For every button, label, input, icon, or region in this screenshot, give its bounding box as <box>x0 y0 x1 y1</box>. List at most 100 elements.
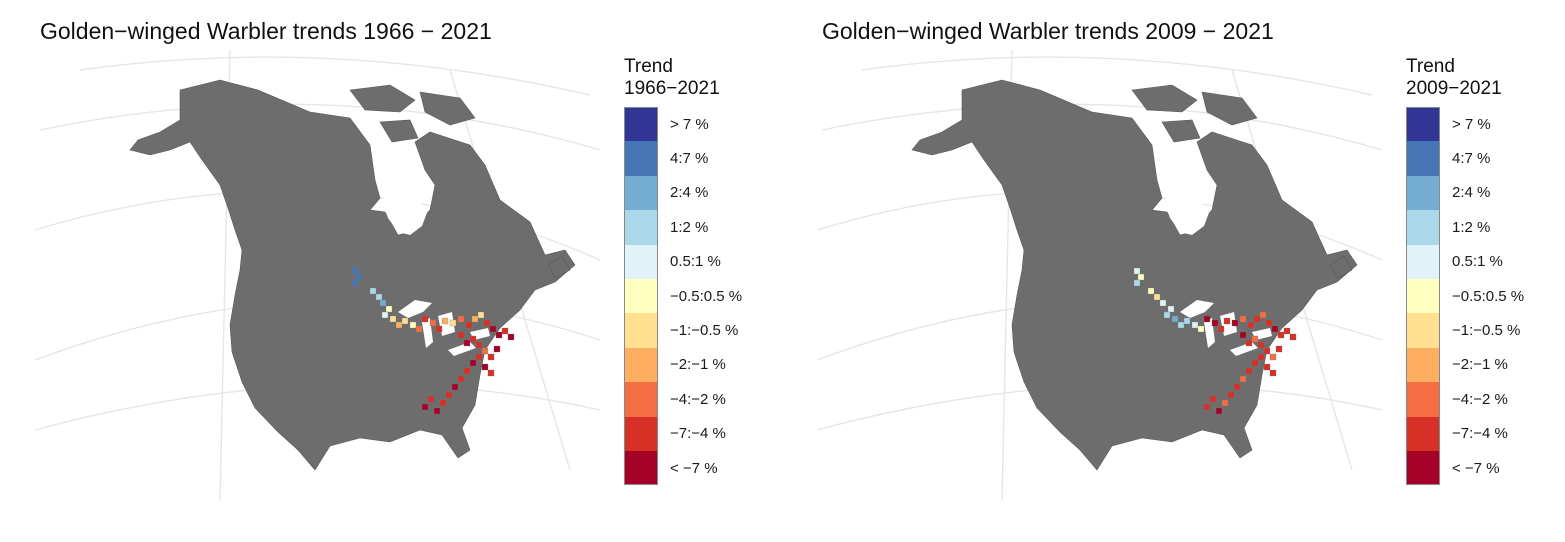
legend-swatch <box>624 210 658 245</box>
legend-title-line1: Trend <box>624 56 673 77</box>
trend-cell <box>1239 315 1247 323</box>
trend-cell <box>463 367 471 375</box>
trend-cell <box>1231 319 1239 327</box>
legend-item: −7:−4 % <box>1406 416 1524 451</box>
legend-item: −1:−0.5 % <box>1406 313 1524 348</box>
legend-label: −0.5:0.5 % <box>670 287 743 305</box>
trend-cell <box>1251 359 1259 367</box>
trend-cell <box>1251 335 1259 343</box>
legend-item: −4:−2 % <box>1406 382 1524 417</box>
legend-label: 2:4 % <box>670 184 709 202</box>
trend-cell <box>441 317 449 325</box>
legend-swatch <box>1406 107 1440 142</box>
legend-swatch <box>624 141 658 176</box>
trend-cell <box>469 359 477 367</box>
trend-cell <box>433 407 441 415</box>
legend-item: 1:2 % <box>624 210 742 245</box>
trend-cell <box>385 305 393 313</box>
legend-label: > 7 % <box>1452 115 1491 133</box>
legend-item: < −7 % <box>624 450 742 486</box>
trend-cell <box>1215 407 1223 415</box>
trend-cell <box>395 321 403 329</box>
arctic-island-3 <box>1161 119 1201 143</box>
legend-swatch <box>1406 210 1440 245</box>
legend-swatch <box>624 313 658 348</box>
legend-swatch <box>624 175 658 211</box>
legend-label: −4:−2 % <box>670 390 726 408</box>
trend-cell <box>1191 321 1199 329</box>
trend-cell <box>1147 287 1155 295</box>
trend-cell <box>1289 333 1297 341</box>
trend-cell <box>1217 325 1225 333</box>
trend-cell <box>1269 353 1277 361</box>
hudson-bay <box>1164 188 1210 235</box>
legend-item: 4:7 % <box>1406 141 1524 176</box>
legend-swatch <box>624 382 658 417</box>
legend-label: 1:2 % <box>1452 218 1491 236</box>
legend-item: > 7 % <box>624 107 742 142</box>
trend-cell <box>1221 399 1229 407</box>
trend-cell <box>1277 331 1285 339</box>
legend-item: 0.5:1 % <box>624 244 742 279</box>
map-panel-1966-2021: Golden−winged Warbler trends 1966 − 2021 <box>0 0 782 542</box>
legend-label: −1:−0.5 % <box>1452 322 1521 340</box>
trend-cell <box>435 325 443 333</box>
arctic-island-3 <box>379 119 419 143</box>
legend-item: < −7 % <box>1406 450 1524 486</box>
trend-cell <box>1265 319 1273 327</box>
legend-swatch <box>624 107 658 142</box>
legend-swatch <box>624 278 658 314</box>
trend-cell <box>469 335 477 343</box>
trend-cell <box>1159 299 1167 307</box>
trend-cell <box>1211 319 1219 327</box>
trend-cell <box>1197 325 1205 333</box>
trend-cell <box>1263 363 1271 371</box>
legend-label: < −7 % <box>670 459 718 477</box>
land-masses <box>129 79 576 471</box>
legend-item: −0.5:0.5 % <box>1406 278 1524 314</box>
trend-cell <box>465 321 473 329</box>
trend-cell <box>351 267 359 275</box>
legend: Trend 2009−2021 > 7 % 4:7 % 2:4 % 1:2 % 0.5:… <box>1406 56 1524 486</box>
legend-swatch <box>624 347 658 383</box>
arctic-island-1 <box>349 84 416 113</box>
trend-cell <box>1269 369 1277 377</box>
legend-item: −2:−1 % <box>1406 347 1524 383</box>
legend-item: 0.5:1 % <box>1406 244 1524 279</box>
trend-cell <box>1171 315 1179 323</box>
legend-label: −7:−4 % <box>670 425 726 443</box>
arctic-island-2 <box>1201 91 1258 126</box>
trend-cell <box>1263 347 1271 355</box>
trend-cell <box>375 293 383 301</box>
trend-cell <box>429 319 437 327</box>
trend-map <box>34 50 600 500</box>
legend-swatch <box>1406 175 1440 211</box>
trend-cell <box>427 395 435 403</box>
trend-cell <box>457 375 465 383</box>
legend-item: −1:−0.5 % <box>624 313 742 348</box>
trend-cells <box>1133 267 1297 415</box>
trend-cell <box>415 325 423 333</box>
trend-cell <box>507 333 515 341</box>
trend-cell <box>489 325 497 333</box>
legend-items: > 7 % 4:7 % 2:4 % 1:2 % 0.5:1 % −0.5:0.5 % −1:… <box>1406 107 1524 486</box>
trend-cell <box>351 279 359 287</box>
trend-cell <box>1253 315 1261 323</box>
trend-cell <box>369 287 377 295</box>
trend-cell <box>1203 315 1211 323</box>
map-panel-2009-2021: Golden−winged Warbler trends 2009 − 2021 <box>782 0 1564 542</box>
legend-label: −7:−4 % <box>1452 425 1508 443</box>
trend-cell <box>1167 305 1175 313</box>
trend-cell <box>1133 279 1141 287</box>
legend-label: 0.5:1 % <box>1452 253 1503 271</box>
legend-title: Trend 1966−2021 <box>624 56 742 100</box>
legend-item: −4:−2 % <box>624 382 742 417</box>
trend-cell <box>487 353 495 361</box>
arctic-island-1 <box>1131 84 1198 113</box>
trend-cell <box>355 273 363 281</box>
arctic-island-2 <box>419 91 476 126</box>
legend-label: −4:−2 % <box>1452 390 1508 408</box>
trend-cell <box>1257 341 1265 349</box>
trend-cell <box>1239 331 1247 339</box>
legend-label: 2:4 % <box>1452 184 1491 202</box>
